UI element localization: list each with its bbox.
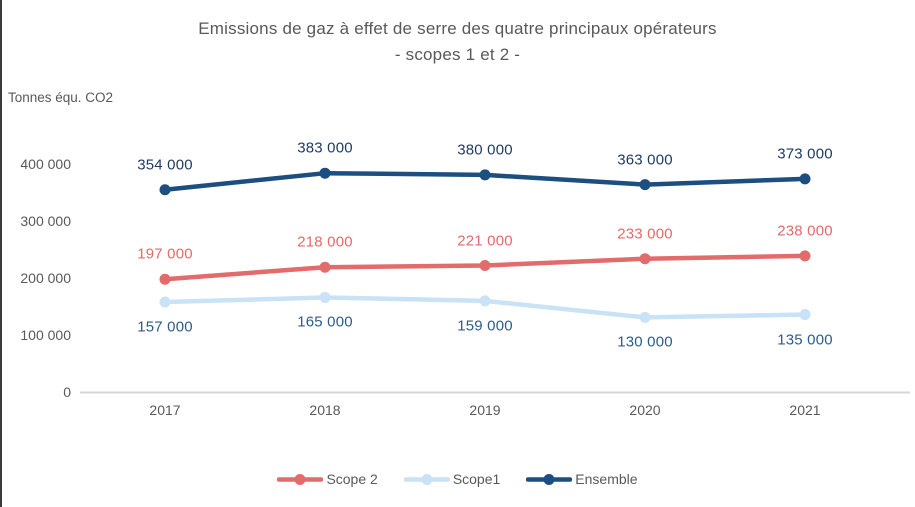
- data-point-scope-2-2020: [639, 253, 651, 265]
- data-point-scope1-2019: [479, 295, 491, 307]
- y-tick-200000: 200 000: [20, 269, 71, 286]
- data-point-scope-2-2021: [799, 250, 811, 262]
- legend-marker-scope-2: [277, 473, 324, 485]
- data-point-ensemble-2019: [479, 169, 491, 181]
- data-label-scope-2-2021: 238 000: [777, 222, 833, 240]
- x-tick-2021: 2021: [789, 402, 821, 418]
- legend-label-ensemble: Ensemble: [575, 471, 638, 487]
- y-tick-100000: 100 000: [20, 326, 71, 343]
- data-label-scope1-2021: 135 000: [777, 331, 833, 349]
- data-point-scope1-2018: [319, 291, 331, 303]
- x-tick-2020: 2020: [629, 402, 661, 418]
- y-tick-0: 0: [63, 383, 71, 400]
- data-point-scope1-2017: [159, 296, 171, 308]
- data-point-scope-2-2017: [159, 273, 171, 285]
- data-point-scope-2-2019: [479, 260, 491, 272]
- legend-item-scope-2: Scope 2: [277, 471, 378, 487]
- data-label-scope-2-2017: 197 000: [137, 245, 193, 263]
- legend-label-scope1: Scope1: [452, 471, 501, 487]
- data-label-scope1-2017: 157 000: [137, 318, 193, 336]
- data-point-ensemble-2017: [159, 184, 171, 196]
- data-label-scope-2-2019: 221 000: [457, 232, 513, 250]
- data-label-scope1-2020: 130 000: [617, 333, 673, 351]
- chart-title: Emissions de gaz à effet de serre des qu…: [0, 16, 915, 68]
- chart-title-line2: - scopes 1 et 2 -: [394, 45, 521, 64]
- legend-marker-ensemble: [526, 473, 573, 485]
- legend-item-scope1: Scope1: [403, 471, 501, 487]
- data-label-scope-2-2018: 218 000: [297, 233, 353, 251]
- data-label-ensemble-2018: 383 000: [297, 139, 353, 157]
- legend-item-ensemble: Ensemble: [526, 471, 638, 487]
- data-point-scope1-2021: [799, 309, 811, 321]
- legend-label-scope-2: Scope 2: [326, 471, 378, 487]
- data-point-ensemble-2021: [799, 173, 811, 185]
- data-point-scope-2-2018: [319, 261, 331, 273]
- data-label-ensemble-2019: 380 000: [457, 141, 513, 159]
- data-point-ensemble-2020: [639, 179, 651, 191]
- data-point-ensemble-2018: [319, 167, 331, 179]
- data-label-scope1-2019: 159 000: [457, 317, 513, 335]
- legend-dot-icon: [543, 473, 555, 485]
- data-label-scope1-2018: 165 000: [297, 313, 353, 331]
- x-tick-2019: 2019: [469, 402, 501, 418]
- x-tick-2017: 2017: [149, 402, 181, 418]
- legend-dot-icon: [421, 473, 433, 485]
- chart-title-line1: Emissions de gaz à effet de serre des qu…: [198, 19, 717, 38]
- y-tick-300000: 300 000: [20, 212, 71, 229]
- legend-marker-scope1: [403, 473, 450, 485]
- data-point-scope1-2020: [639, 311, 651, 323]
- legend-dot-icon: [294, 473, 306, 485]
- data-label-ensemble-2017: 354 000: [137, 156, 193, 174]
- y-tick-400000: 400 000: [20, 155, 71, 172]
- x-tick-2018: 2018: [309, 402, 341, 418]
- data-label-ensemble-2020: 363 000: [617, 151, 673, 169]
- data-label-scope-2-2020: 233 000: [617, 225, 673, 243]
- legend: Scope 2 Scope1 Ensemble: [0, 468, 915, 490]
- data-label-ensemble-2021: 373 000: [777, 145, 833, 163]
- window-left-border: [0, 0, 2, 507]
- y-axis-unit-label: Tonnes équ. CO2: [8, 90, 114, 105]
